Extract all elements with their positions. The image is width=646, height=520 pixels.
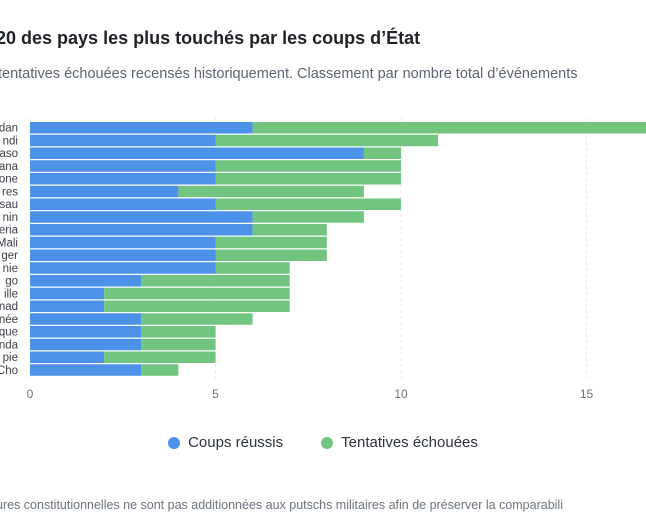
category-label: ndi xyxy=(3,135,18,147)
bar-failed[interactable] xyxy=(215,134,439,147)
category-label: Cho xyxy=(0,365,18,377)
bar-success[interactable] xyxy=(30,326,142,338)
bar-success[interactable] xyxy=(30,224,253,236)
category-label: ille xyxy=(4,288,18,300)
legend-failed-label: Tentatives échouées xyxy=(341,434,478,451)
category-label: dan xyxy=(0,123,18,135)
category-labels: danndiasoanaoneressaunineriaMaligerniego… xyxy=(0,123,19,377)
x-tick-label: 0 xyxy=(27,387,34,401)
x-tick-label: 10 xyxy=(394,387,408,401)
category-label: eria xyxy=(0,225,19,237)
bar-failed[interactable] xyxy=(215,249,327,262)
legend-success-swatch xyxy=(168,436,181,449)
bar-failed[interactable] xyxy=(141,313,253,325)
chart-legend: Coups réussis Tentatives échouées xyxy=(0,434,646,451)
chart-title: 20 des pays les plus touchés par les cou… xyxy=(0,28,421,48)
x-tick-label: 15 xyxy=(580,387,594,401)
category-label: ana xyxy=(0,161,19,173)
bar-failed[interactable] xyxy=(215,236,327,249)
bar-success[interactable] xyxy=(30,160,216,172)
bar-success[interactable] xyxy=(30,249,216,262)
category-label: née xyxy=(0,314,18,326)
bar-failed[interactable] xyxy=(363,147,401,160)
legend-success-label: Coups réussis xyxy=(188,434,284,451)
category-label: ger xyxy=(1,250,18,262)
bar-success[interactable] xyxy=(30,338,142,351)
legend-failed-swatch xyxy=(321,436,334,449)
category-label: res xyxy=(2,186,18,198)
legend-item-failed[interactable]: Tentatives échouées xyxy=(321,434,478,451)
bar-success[interactable] xyxy=(30,211,253,223)
category-label: one xyxy=(0,174,18,186)
bar-success[interactable] xyxy=(30,147,364,160)
bar-success[interactable] xyxy=(30,122,253,134)
bar-failed[interactable] xyxy=(141,338,216,351)
bar-failed[interactable] xyxy=(215,198,402,211)
bar-success[interactable] xyxy=(30,198,216,211)
bar-success[interactable] xyxy=(30,173,216,185)
bar-success[interactable] xyxy=(30,351,105,364)
category-label: nin xyxy=(3,212,18,224)
chart-footnote: ures constitutionnelles ne sont pas addi… xyxy=(0,498,563,512)
category-label: que xyxy=(0,327,18,339)
bar-success[interactable] xyxy=(30,287,105,300)
chart-bars xyxy=(30,122,646,376)
category-label: nad xyxy=(0,301,18,313)
bar-failed[interactable] xyxy=(252,211,364,223)
bar-failed[interactable] xyxy=(215,262,290,274)
bar-failed[interactable] xyxy=(104,351,216,364)
category-label: Mali xyxy=(0,237,18,249)
bar-failed[interactable] xyxy=(141,326,216,338)
category-label: go xyxy=(5,276,18,288)
bar-success[interactable] xyxy=(30,236,216,249)
bar-success[interactable] xyxy=(30,185,179,198)
bar-success[interactable] xyxy=(30,262,216,274)
bar-success[interactable] xyxy=(30,300,105,313)
bar-failed[interactable] xyxy=(104,300,290,313)
bar-failed[interactable] xyxy=(178,185,364,198)
chart-subtitle: tentatives échouées recensés historiquem… xyxy=(0,66,578,82)
bar-failed[interactable] xyxy=(215,160,402,172)
category-label: nie xyxy=(3,263,18,275)
bar-failed[interactable] xyxy=(141,364,179,376)
bar-success[interactable] xyxy=(30,313,142,325)
bar-failed[interactable] xyxy=(104,287,290,300)
bar-failed[interactable] xyxy=(141,275,290,287)
category-label: sau xyxy=(0,199,18,211)
legend-item-success[interactable]: Coups réussis xyxy=(168,434,283,451)
category-label: nda xyxy=(0,339,19,351)
x-tick-label: 5 xyxy=(212,387,219,401)
bar-success[interactable] xyxy=(30,364,142,376)
x-axis-ticks: 0 5 10 15 xyxy=(27,387,594,401)
bar-failed[interactable] xyxy=(252,224,327,236)
bar-success[interactable] xyxy=(30,275,142,287)
category-label: aso xyxy=(0,148,18,160)
bar-success[interactable] xyxy=(30,134,216,147)
bar-failed[interactable] xyxy=(215,173,402,185)
bar-failed[interactable] xyxy=(252,122,646,134)
category-label: pie xyxy=(3,352,18,364)
